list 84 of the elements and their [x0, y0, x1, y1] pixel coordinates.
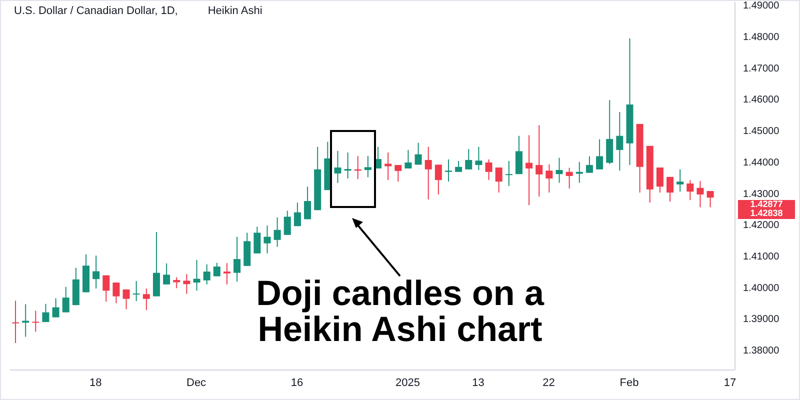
candlestick — [394, 164, 402, 182]
candlestick — [284, 210, 291, 236]
candlestick — [254, 226, 261, 254]
candlestick — [606, 100, 614, 165]
candlestick — [334, 150, 342, 184]
y-tick-label: 1.40000 — [743, 282, 780, 294]
candlestick — [586, 156, 593, 174]
candlestick — [52, 298, 60, 318]
candlestick — [193, 259, 200, 292]
candlestick — [414, 142, 422, 166]
y-tick-label: 1.47000 — [743, 63, 780, 74]
candlestick — [576, 161, 583, 184]
candlestick — [706, 190, 714, 208]
candlestick — [234, 236, 241, 282]
candlestick — [505, 160, 512, 186]
x-tick-label: 2025 — [396, 376, 420, 389]
y-tick-label: 1.48000 — [743, 32, 780, 44]
candlestick — [42, 303, 50, 323]
candlestick — [444, 158, 452, 182]
candlestick — [32, 310, 40, 332]
y-tick-label: 1.45000 — [743, 126, 780, 138]
text: 1.42838 — [738, 208, 795, 219]
candlestick — [344, 152, 352, 179]
y-tick-label: 1.39000 — [743, 314, 780, 326]
candlestick — [485, 158, 492, 181]
x-tick-label: 13 — [472, 376, 484, 389]
candlestick — [92, 255, 100, 289]
candlestick — [163, 262, 170, 285]
candlestick — [183, 274, 190, 294]
candlestick — [122, 288, 130, 310]
x-tick-label: 22 — [542, 376, 555, 389]
candlestick — [274, 216, 281, 248]
candlestick — [203, 264, 210, 285]
candlestick — [12, 300, 19, 344]
candlestick — [515, 135, 522, 175]
candlestick — [676, 168, 684, 192]
candlestick — [132, 280, 140, 302]
candlestick — [142, 288, 150, 311]
candlestick — [112, 282, 120, 304]
candlestick — [424, 146, 432, 200]
candlestick — [526, 134, 533, 206]
x-tick-label: 16 — [290, 376, 304, 389]
x-tick-label: 17 — [724, 376, 736, 389]
candlestick — [152, 232, 160, 297]
text: 1.42877 — [738, 198, 795, 210]
candlestick — [62, 286, 70, 313]
candlestick — [364, 155, 372, 178]
candlestick — [556, 157, 563, 184]
candlestick — [465, 148, 472, 170]
candlestick — [304, 186, 312, 220]
y-tick-label: 1.42000 — [743, 220, 780, 232]
candlestick — [384, 152, 392, 181]
candlestick — [666, 176, 674, 202]
y-tick-label: 1.46000 — [743, 94, 780, 106]
y-tick-label: 1.38000 — [743, 345, 780, 356]
x-tick-label: Feb — [620, 376, 639, 389]
candlestick — [495, 167, 502, 194]
candlestick — [404, 149, 412, 169]
candlestick — [616, 112, 624, 172]
candlestick — [656, 167, 664, 194]
candlestick — [566, 167, 573, 190]
candlestick — [434, 164, 442, 195]
y-tick-label: 1.49000 — [743, 0, 780, 12]
candlestick — [696, 180, 704, 208]
candlestick — [596, 138, 604, 170]
candlestick — [294, 202, 301, 227]
y-tick-label: 1.43000 — [743, 188, 780, 200]
candlestick — [686, 180, 694, 201]
chart-subtitle: Heikin Ashi — [208, 5, 262, 17]
annotation: Doji candles on a Heikin Ashi chart — [255, 274, 546, 349]
candlestick — [536, 124, 543, 198]
candlestick — [173, 276, 180, 289]
x-tick-label: 18 — [89, 376, 102, 389]
candlestick — [455, 160, 462, 172]
chart-title: U.S. Dollar / Canadian Dollar, 1D, — [14, 5, 178, 17]
candlestick — [546, 164, 553, 194]
candlestick — [475, 146, 482, 171]
y-tick-label: 1.41000 — [743, 251, 780, 262]
candlestick — [264, 224, 271, 254]
x-tick-label: Dec — [186, 376, 207, 389]
candlestick — [223, 262, 230, 285]
candlestick — [213, 262, 220, 277]
y-tick-label: 1.44000 — [743, 157, 780, 168]
candlestick — [102, 274, 110, 302]
